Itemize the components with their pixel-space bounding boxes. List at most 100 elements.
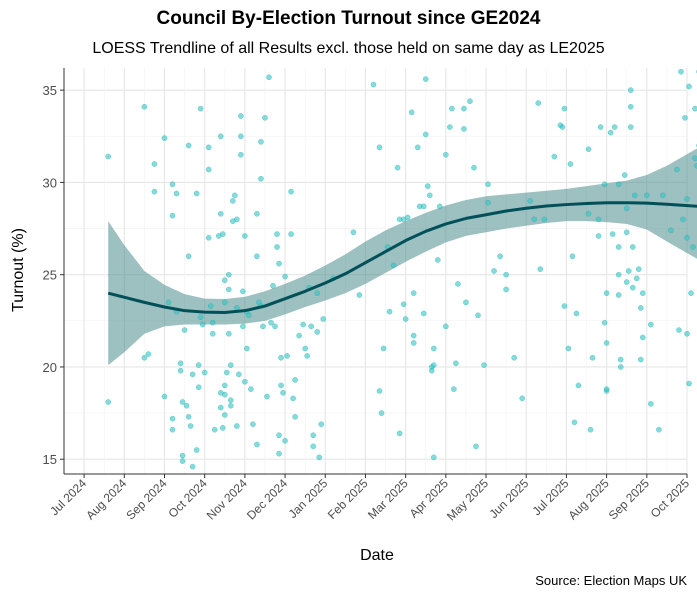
data-point	[527, 198, 534, 204]
data-point	[238, 133, 244, 140]
data-point	[276, 450, 282, 457]
data-point	[227, 362, 234, 368]
data-point	[177, 360, 184, 367]
data-point	[201, 369, 208, 376]
data-point	[242, 233, 248, 239]
data-point	[314, 290, 321, 296]
data-point	[161, 135, 168, 141]
data-point	[609, 231, 616, 237]
data-point	[627, 87, 634, 93]
data-point	[434, 257, 441, 263]
data-point	[250, 421, 256, 428]
data-point	[475, 312, 481, 319]
chart-title: Council By-Election Turnout since GE2024	[156, 8, 541, 29]
data-point	[231, 192, 238, 199]
data-point	[221, 412, 228, 418]
data-point	[467, 98, 473, 105]
data-point	[430, 345, 437, 352]
data-point	[300, 321, 307, 328]
data-point	[595, 233, 602, 239]
x-tick-label: Dec 2024	[244, 476, 290, 522]
data-point	[258, 138, 264, 145]
data-point	[623, 279, 630, 285]
data-point	[370, 81, 377, 88]
data-point	[561, 105, 568, 112]
data-point	[436, 203, 443, 210]
data-point	[485, 181, 491, 188]
data-point	[254, 210, 260, 217]
data-point	[573, 310, 580, 317]
data-point	[219, 231, 226, 237]
data-point	[684, 234, 690, 241]
data-point	[503, 271, 509, 278]
data-point	[631, 192, 638, 199]
data-point	[195, 362, 202, 368]
data-point	[617, 356, 624, 363]
data-point	[292, 413, 298, 420]
data-point	[225, 271, 232, 278]
data-point	[141, 354, 148, 361]
data-point	[217, 404, 224, 411]
data-point	[262, 114, 268, 121]
data-point	[169, 415, 176, 422]
data-point	[603, 340, 610, 346]
data-point	[238, 113, 244, 119]
data-point	[585, 146, 592, 153]
data-point	[684, 330, 690, 337]
data-point	[211, 426, 218, 433]
data-point	[105, 153, 112, 160]
data-point	[183, 402, 190, 409]
data-point	[151, 161, 158, 167]
confidence-band-group	[108, 148, 697, 366]
data-point	[264, 393, 270, 400]
data-point	[565, 345, 572, 352]
data-point	[461, 105, 467, 112]
data-point	[426, 192, 433, 199]
data-point	[284, 353, 290, 359]
data-point	[471, 164, 477, 171]
data-point	[207, 303, 214, 309]
data-point	[227, 402, 234, 409]
data-point	[595, 216, 602, 223]
data-point	[473, 443, 479, 450]
data-point	[314, 329, 321, 335]
data-point	[627, 124, 634, 130]
data-point	[455, 281, 461, 287]
data-point	[497, 253, 503, 260]
data-point	[316, 454, 323, 461]
data-point	[404, 214, 411, 221]
data-point	[603, 290, 610, 296]
data-point	[430, 362, 437, 368]
data-point	[376, 388, 383, 394]
data-point	[205, 144, 212, 151]
data-point	[442, 323, 449, 330]
data-point	[615, 271, 622, 278]
data-point	[461, 126, 467, 132]
data-point	[258, 175, 264, 182]
y-tick-label: 25	[43, 268, 57, 283]
data-point	[567, 161, 574, 167]
data-point	[639, 290, 646, 296]
data-point	[692, 155, 697, 162]
data-point	[282, 437, 288, 444]
data-point	[637, 356, 644, 363]
x-tick-label: Sep 2025	[606, 476, 652, 522]
data-point	[390, 262, 397, 269]
data-point	[169, 426, 176, 433]
data-point	[240, 323, 246, 330]
data-point	[541, 216, 548, 223]
data-point	[601, 181, 608, 188]
data-point	[690, 244, 696, 250]
data-point	[221, 277, 228, 284]
data-point	[551, 153, 558, 160]
x-tick-label: Aug 2025	[565, 476, 611, 522]
data-point	[647, 321, 654, 328]
data-point	[177, 367, 184, 374]
data-point	[611, 124, 618, 130]
data-point	[617, 364, 624, 370]
x-tick-label: Oct 2024	[165, 476, 210, 521]
data-point	[266, 74, 272, 81]
data-point	[615, 244, 622, 250]
data-point	[607, 129, 614, 136]
data-point	[209, 319, 216, 326]
